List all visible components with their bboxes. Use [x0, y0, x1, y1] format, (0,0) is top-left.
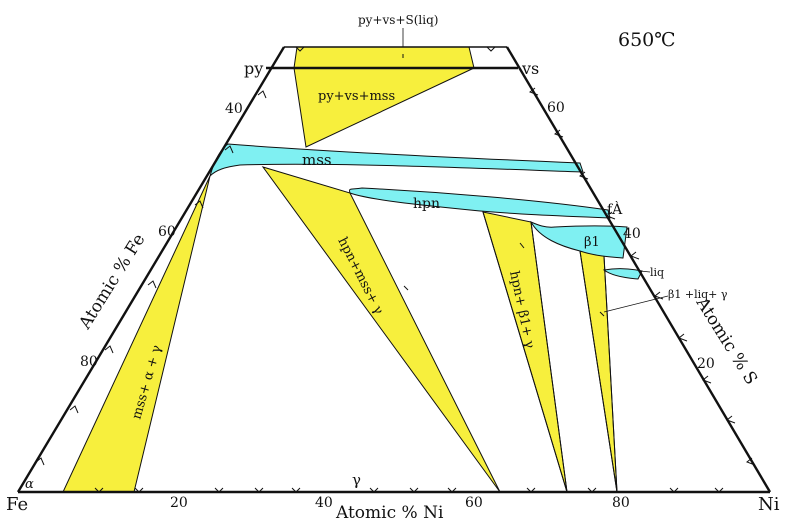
tick-label-bottom-60: 60	[465, 495, 483, 511]
tie-line	[603, 255, 618, 493]
axis-title-bottom: Atomic % Ni	[335, 503, 444, 522]
diagram-frame	[16, 46, 772, 494]
pointer-line	[603, 295, 669, 313]
phase-label-beta1-liq-gamma: β1 +liq+ γ	[668, 288, 728, 301]
tick-label-right-20: 20	[697, 356, 715, 372]
region-mss-alpha-gamma	[62, 175, 211, 493]
single-phase-regions	[209, 143, 643, 280]
phase-label-alpha: α	[25, 477, 34, 492]
tick-label-bottom-80: 80	[612, 495, 630, 511]
phase-label-py-vs-mss: py+vs+mss	[318, 89, 395, 104]
phase-label-hpn: hpn	[413, 196, 440, 212]
corner-label-ni: Ni	[758, 494, 780, 515]
tie-line	[482, 211, 568, 493]
tick-label-bottom-40: 40	[315, 495, 333, 511]
phase-label-liq: liq	[650, 266, 664, 279]
phase-label-gamma: γ	[352, 471, 361, 489]
phase-label-mss: mss	[302, 151, 332, 169]
temperature-label: 650℃	[618, 29, 676, 51]
three-phase-regions	[62, 46, 618, 493]
phase-label-fa: fÀ	[607, 200, 623, 218]
phase-label-top-liquid: py+vs+S(liq)	[358, 13, 438, 27]
left-edge	[16, 46, 286, 493]
tick-label-right-40: 40	[623, 226, 641, 242]
region-hpn	[349, 187, 611, 219]
corner-label-fe: Fe	[6, 494, 28, 515]
corner-label-vs: vs	[521, 59, 539, 78]
tick-label-bottom-20: 20	[170, 495, 188, 511]
region-py-vs-liq	[293, 46, 475, 69]
pointer-line	[639, 270, 651, 273]
region-beta1	[529, 220, 628, 259]
axis-title-left: Atomic % Fe	[75, 230, 150, 333]
region-hpn-mss-gamma	[261, 166, 501, 493]
tie-lines	[482, 211, 618, 493]
tick-marks	[35, 46, 756, 493]
tick-label-left-60: 60	[158, 224, 176, 240]
tie-line	[579, 250, 618, 493]
tick-label-left-80: 80	[80, 354, 98, 370]
right-edge	[505, 46, 772, 493]
region-mss	[209, 143, 584, 178]
tie-line	[530, 221, 568, 493]
corner-label-py: py	[244, 59, 263, 78]
region-py-vs-mss	[293, 67, 475, 148]
tick-label-right-60: 60	[547, 100, 565, 116]
pointer-lines	[402, 28, 669, 313]
phase-label-beta1: β1	[584, 235, 600, 250]
tick-label-left-40: 40	[225, 101, 243, 117]
region-liq	[602, 268, 643, 280]
